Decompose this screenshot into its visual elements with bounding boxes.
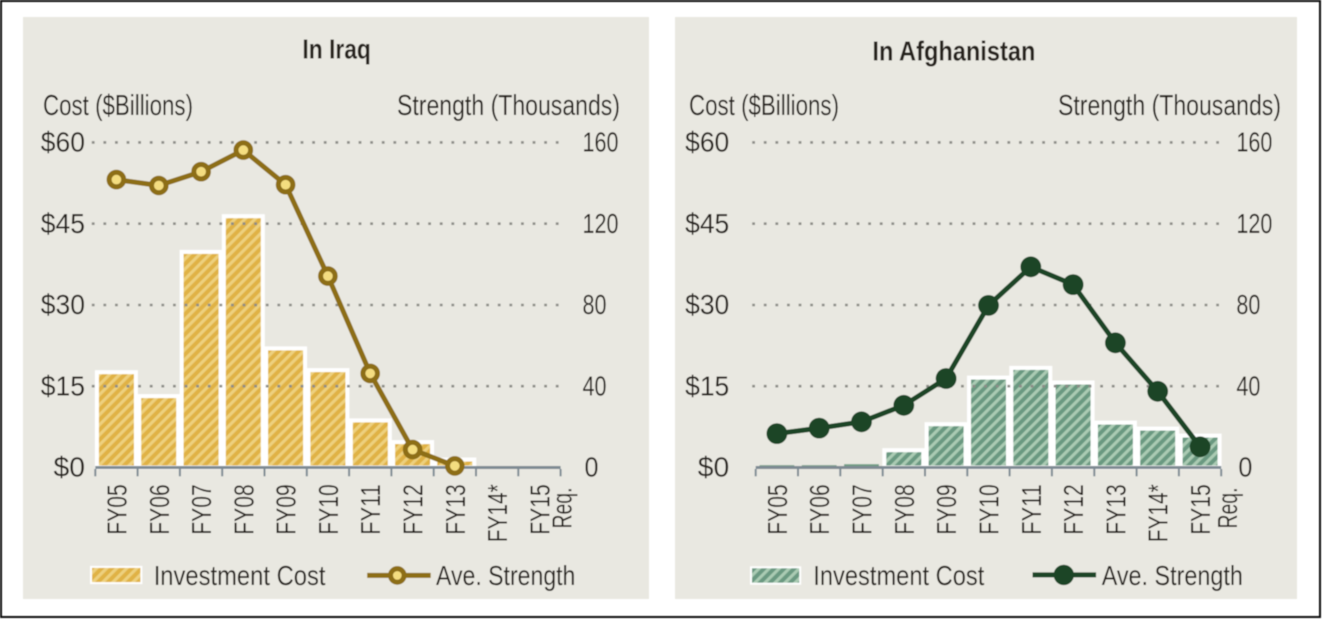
svg-text:160: 160: [1236, 127, 1272, 158]
svg-text:FY12: FY12: [398, 484, 429, 534]
svg-text:FY09: FY09: [271, 484, 302, 534]
svg-text:$60: $60: [685, 127, 729, 158]
svg-text:FY08: FY08: [889, 484, 920, 534]
svg-text:FY10: FY10: [974, 484, 1005, 534]
svg-text:FY13: FY13: [1100, 484, 1131, 534]
svg-text:FY05: FY05: [762, 484, 793, 534]
svg-text:120: 120: [583, 208, 619, 239]
svg-text:Req.: Req.: [547, 488, 578, 529]
svg-text:FY11: FY11: [355, 484, 386, 534]
svg-text:FY06: FY06: [804, 484, 835, 534]
svg-text:$0: $0: [698, 452, 730, 483]
svg-text:80: 80: [1236, 289, 1260, 320]
svg-text:Req.: Req.: [1212, 488, 1243, 529]
svg-text:$15: $15: [41, 370, 85, 401]
svg-text:Ave. Strength: Ave. Strength: [1102, 560, 1243, 591]
svg-text:40: 40: [583, 370, 607, 401]
svg-text:In Afghanistan: In Afghanistan: [872, 35, 1035, 66]
svg-text:Cost ($Billions): Cost ($Billions): [43, 90, 193, 122]
svg-text:FY07: FY07: [186, 484, 217, 534]
svg-text:FY11: FY11: [1016, 484, 1047, 534]
svg-text:$45: $45: [41, 208, 85, 239]
svg-text:FY07: FY07: [847, 484, 878, 534]
svg-text:FY14*: FY14*: [1143, 484, 1174, 542]
svg-text:FY09: FY09: [931, 484, 962, 534]
svg-text:160: 160: [583, 127, 619, 158]
svg-text:$15: $15: [685, 370, 729, 401]
svg-text:$60: $60: [41, 127, 85, 158]
svg-text:FY15: FY15: [1185, 484, 1216, 534]
svg-text:0: 0: [585, 452, 599, 483]
svg-text:$30: $30: [685, 289, 729, 320]
svg-text:FY14*: FY14*: [482, 484, 513, 542]
svg-text:FY13: FY13: [440, 484, 471, 534]
svg-text:In Iraq: In Iraq: [302, 34, 371, 65]
svg-text:$45: $45: [685, 208, 729, 239]
svg-text:$0: $0: [54, 452, 86, 483]
svg-text:80: 80: [583, 289, 607, 320]
svg-text:FY12: FY12: [1058, 484, 1089, 534]
svg-text:FY06: FY06: [144, 484, 175, 534]
svg-text:FY10: FY10: [313, 484, 344, 534]
svg-text:Cost ($Billions): Cost ($Billions): [689, 90, 839, 122]
svg-text:Strength (Thousands): Strength (Thousands): [1058, 90, 1281, 122]
svg-text:120: 120: [1236, 208, 1272, 239]
svg-text:Investment Cost: Investment Cost: [154, 560, 326, 591]
svg-text:0: 0: [1238, 452, 1252, 483]
svg-text:FY08: FY08: [228, 484, 259, 534]
svg-text:40: 40: [1236, 370, 1260, 401]
svg-text:FY15: FY15: [524, 484, 555, 534]
svg-text:Ave. Strength: Ave. Strength: [436, 560, 575, 591]
svg-text:Investment Cost: Investment Cost: [813, 560, 984, 591]
svg-text:$30: $30: [41, 289, 85, 320]
svg-text:FY05: FY05: [101, 484, 132, 534]
svg-text:Strength (Thousands): Strength (Thousands): [397, 90, 620, 122]
